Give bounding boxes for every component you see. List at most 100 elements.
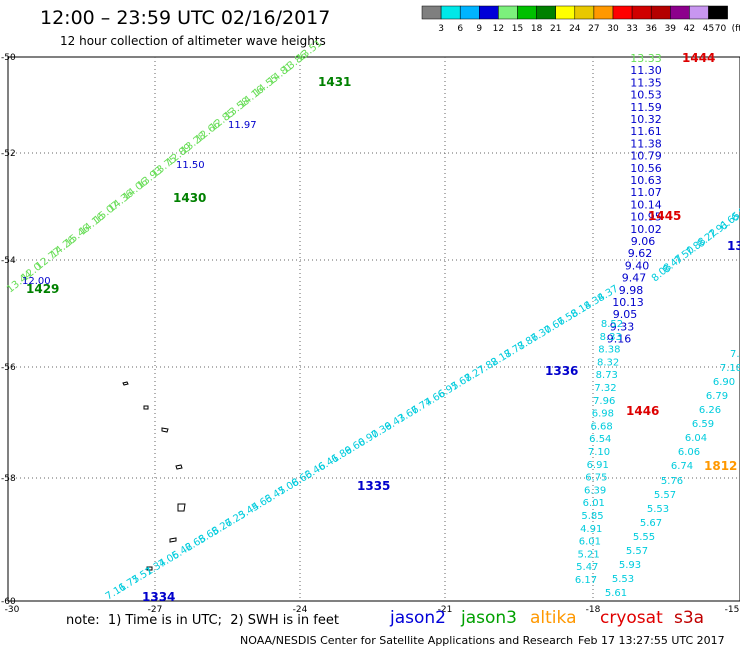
swh-value-column: 10.14 <box>630 198 662 211</box>
swh-value-column: 10.32 <box>630 113 662 126</box>
swh-value-column: 9.62 <box>628 247 653 260</box>
island-outlines <box>122 381 186 571</box>
swh-value-column: 10.56 <box>630 162 662 175</box>
scale-swatch <box>517 5 537 20</box>
scale-swatch <box>555 5 576 20</box>
scale-swatch <box>421 5 442 20</box>
swh-value-column: 6.06 <box>678 447 700 458</box>
swh-value-column: 5.21 <box>577 549 599 560</box>
swh-value-column: 11.59 <box>630 101 662 114</box>
credit-line: NOAA/NESDIS Center for Satellite Applica… <box>240 634 574 647</box>
swh-value-column: 5.85 <box>581 511 603 522</box>
island-outline <box>161 427 169 433</box>
swh-value-column: 5.57 <box>654 490 676 501</box>
swh-value-column: 6.39 <box>584 485 606 496</box>
scale-label: 9 <box>476 24 482 34</box>
scale-swatch <box>689 5 709 20</box>
swh-value-column: 8.32 <box>597 357 619 368</box>
swh-value-column: 9.06 <box>631 235 656 248</box>
swh-value-column: 11.07 <box>630 186 662 199</box>
swh-value-column: 11.61 <box>630 125 662 138</box>
swh-value-column: 5.55 <box>633 532 655 543</box>
island-outline <box>177 503 186 512</box>
swh-value-column: 6.01 <box>579 537 601 548</box>
scale-label: 45 <box>703 24 714 34</box>
lon-label: -24 <box>293 605 308 615</box>
swh-value-column: 7.10 <box>588 447 610 458</box>
swh-value-column: 11.30 <box>630 64 662 77</box>
scale-swatch <box>612 5 633 20</box>
lon-label: -21 <box>438 605 453 615</box>
scale-swatch <box>650 5 671 20</box>
swh-value-jason2: 11.50 <box>176 160 205 171</box>
scale-swatch <box>440 5 461 20</box>
lon-label: -27 <box>148 605 163 615</box>
swh-value-column: 9.40 <box>625 259 650 272</box>
footer-note: note: 1) Time is in UTC; 2) SWH is in fe… <box>66 613 339 628</box>
time-label: 1430 <box>173 191 206 205</box>
swh-value-column: 9.05 <box>613 308 638 321</box>
swh-value-column: 8.52 <box>601 319 623 330</box>
swh-value-column: 11.38 <box>630 137 662 150</box>
swh-value-column: 6.98 <box>592 409 614 420</box>
swh-value-column: 6.91 <box>587 460 609 471</box>
scale-label: 70 <box>715 24 727 34</box>
time-label: 1429 <box>26 282 59 296</box>
swh-value-column: 5.57 <box>626 546 648 557</box>
lat-label: -52 <box>1 149 16 159</box>
swh-value-column: 5.76 <box>661 476 683 487</box>
scale-label: 33 <box>626 24 637 34</box>
island-outline <box>143 405 149 410</box>
swh-value-column: 7.18 <box>720 363 740 374</box>
scale-swatch <box>498 5 518 20</box>
time-label: 1335 <box>357 479 390 493</box>
swh-value-column: 5.93 <box>619 560 641 571</box>
swh-value-column: 8.33 <box>600 332 622 343</box>
swh-value-column: 6.68 <box>590 421 612 432</box>
swh-value-column: 10.02 <box>630 223 662 236</box>
time-label: 1812 <box>704 459 737 473</box>
lat-label: -58 <box>1 474 16 484</box>
time-label: 1445 <box>648 209 681 223</box>
swh-value-column: 7.4 <box>730 349 740 360</box>
scale-unit: (ft) <box>732 24 740 34</box>
swh-value-column: 7.96 <box>593 396 615 407</box>
swh-value-column: 6.90 <box>713 377 735 388</box>
scale-label: 15 <box>512 24 523 34</box>
scale-label: 42 <box>684 24 695 34</box>
swh-value-column: 9.98 <box>619 284 644 297</box>
swh-value-column: 6.54 <box>589 434 611 445</box>
swh-value-column: 6.75 <box>585 473 607 484</box>
swh-value-column: 5.47 <box>576 562 598 573</box>
island-outline <box>169 537 177 543</box>
swh-value-column: 6.01 <box>583 498 605 509</box>
scale-swatch <box>479 5 499 20</box>
frame-border <box>7 56 740 602</box>
scale-swatch <box>708 5 728 20</box>
swh-value-column: 8.73 <box>596 370 618 381</box>
map-title: 12:00 – 23:59 UTC 02/16/2017 <box>40 7 331 29</box>
swh-value-column: 10.79 <box>630 150 662 163</box>
scale-label: 3 <box>438 24 444 34</box>
swh-value-column: 13.33 <box>630 52 662 65</box>
time-label: 1336 <box>545 364 578 378</box>
swh-value-jason2: 11.97 <box>228 120 257 131</box>
lat-label: -50 <box>1 53 16 63</box>
swh-value-column: 5.67 <box>640 518 662 529</box>
swh-value-column: 6.74 <box>671 461 693 472</box>
lon-label: -18 <box>586 605 601 615</box>
swh-value-column: 9.16 <box>607 333 632 346</box>
swh-value-column: 9.47 <box>622 272 647 285</box>
scale-label: 30 <box>607 24 619 34</box>
swh-value-column: 6.04 <box>685 433 707 444</box>
time-label: 13 <box>727 239 740 253</box>
legend-jason2: jason2 <box>390 608 446 628</box>
swh-value-column: 10.53 <box>630 89 662 102</box>
swh-value-column: 5.53 <box>612 574 634 585</box>
swh-value-track: 6.8 <box>730 206 740 225</box>
scale-label: 6 <box>457 24 463 34</box>
swh-value-column: 4.91 <box>580 524 602 535</box>
lat-label: -60 <box>1 597 16 607</box>
legend-jason3: jason3 <box>461 608 517 628</box>
